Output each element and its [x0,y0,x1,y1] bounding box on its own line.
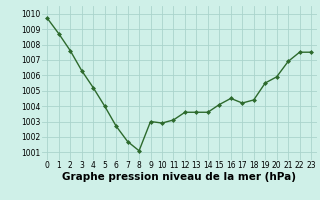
X-axis label: Graphe pression niveau de la mer (hPa): Graphe pression niveau de la mer (hPa) [62,172,296,182]
